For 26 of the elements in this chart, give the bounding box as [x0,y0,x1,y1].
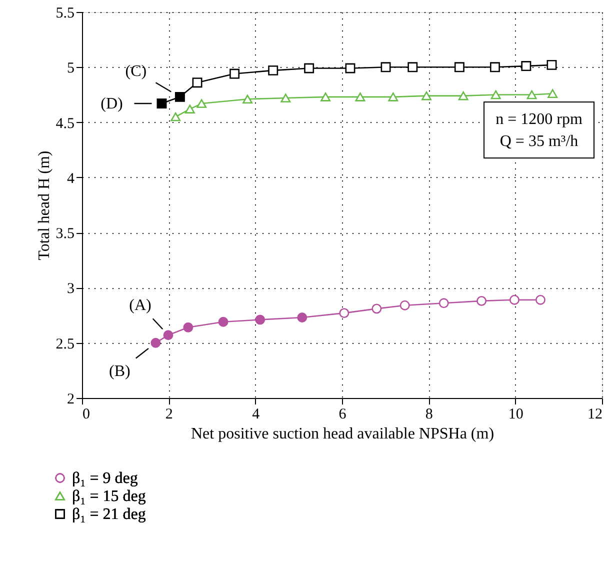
y-tick-label: 4 [67,170,75,187]
legend-label: β₁ = 15 deg [72,488,146,505]
annotation: (C) [125,62,147,80]
y-tick-label: 4.5 [56,116,74,132]
y-tick-label: 5 [67,60,74,77]
x-axis-title: Net positive suction head available NPSHa (m) [190,426,494,442]
annotation: (A) [129,297,152,314]
y-tick-label: 3 [67,281,74,298]
x-tick-label: 2 [165,406,173,422]
x-tick-label: 6 [338,406,347,422]
x-tick-label: 10 [508,406,524,422]
y-tick-label: 2 [67,392,74,408]
x-tick-label: 8 [425,406,433,422]
legend-label: β₁ = 21 deg [72,506,146,523]
y-tick-label: 5.5 [56,6,74,22]
legend-label: β₁ = 9 deg [72,470,138,487]
x-tick-label: 0 [82,406,90,422]
annotation: n = 1200 rpm [496,111,583,128]
y-tick-label: 3.5 [56,226,74,242]
y-axis-title: Total head H (m) [36,150,53,260]
annotation: Q = 35 m³/h [500,133,578,150]
x-tick-label: 12 [588,406,602,422]
annotation: (D) [100,96,123,113]
annotation: (B) [109,362,130,380]
x-tick-label: 4 [252,406,260,422]
y-tick-label: 2.5 [56,336,74,352]
